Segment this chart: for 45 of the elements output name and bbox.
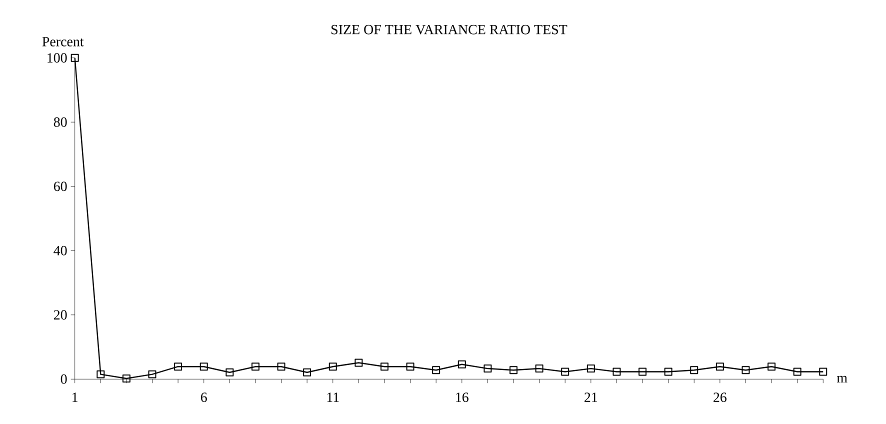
x-tick-label: 1 [72, 392, 78, 402]
y-tick-label: 0 [60, 374, 67, 384]
point [251, 362, 260, 371]
point [70, 54, 79, 62]
y-axis-title: Percent [42, 37, 84, 46]
y-tick-label: 20 [54, 310, 67, 320]
point [742, 366, 750, 374]
point [380, 362, 388, 371]
point [510, 366, 518, 374]
point [819, 368, 828, 376]
point [432, 366, 440, 374]
point [148, 370, 156, 378]
point [716, 362, 724, 371]
x-axis-title: m [836, 376, 848, 382]
point [561, 368, 570, 376]
x-tick-label: 21 [584, 392, 598, 402]
point [174, 362, 182, 371]
point [328, 362, 337, 371]
point [586, 364, 595, 373]
point [535, 364, 544, 373]
x-tick-label: 16 [456, 392, 468, 402]
point [122, 374, 130, 382]
point [96, 370, 105, 378]
x-tick-label: 6 [200, 392, 207, 402]
point [406, 362, 414, 371]
point [200, 362, 208, 371]
x-tick-label: 11 [327, 392, 339, 402]
point [458, 360, 466, 368]
point [768, 362, 776, 371]
point [277, 362, 286, 371]
point [303, 368, 312, 376]
point [612, 368, 621, 376]
y-tick-label: 60 [54, 182, 67, 192]
point [690, 366, 698, 374]
point [638, 368, 647, 376]
point [354, 358, 363, 367]
point [484, 364, 492, 373]
point [226, 368, 234, 376]
y-tick-label: 80 [54, 117, 67, 127]
x-tick-label: 26 [714, 392, 726, 402]
point [793, 368, 802, 376]
point [664, 368, 672, 376]
y-tick-label: 40 [54, 246, 67, 256]
chart-title: SIZE OF THE VARIANCE RATIO TEST [332, 24, 568, 34]
y-tick-label: 100 [48, 53, 67, 63]
